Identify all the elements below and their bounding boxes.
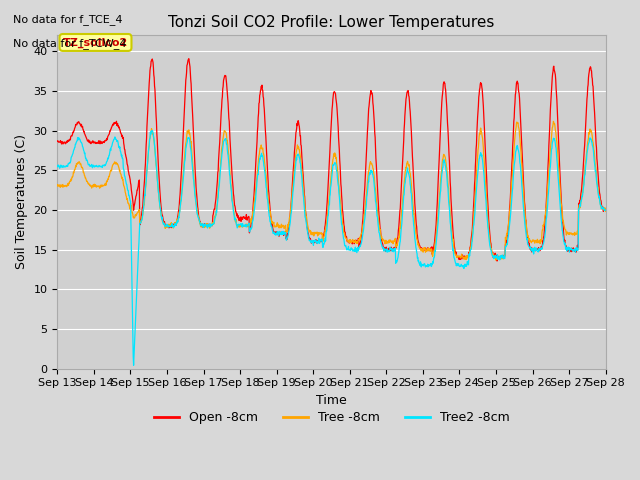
X-axis label: Time: Time bbox=[316, 394, 347, 407]
Title: Tonzi Soil CO2 Profile: Lower Temperatures: Tonzi Soil CO2 Profile: Lower Temperatur… bbox=[168, 15, 495, 30]
Text: No data for f_TCW_4: No data for f_TCW_4 bbox=[13, 38, 126, 49]
Y-axis label: Soil Temperatures (C): Soil Temperatures (C) bbox=[15, 134, 28, 269]
Text: TZ_soilco2: TZ_soilco2 bbox=[63, 37, 128, 48]
Text: No data for f_TCE_4: No data for f_TCE_4 bbox=[13, 14, 122, 25]
Legend: Open -8cm, Tree -8cm, Tree2 -8cm: Open -8cm, Tree -8cm, Tree2 -8cm bbox=[148, 406, 515, 429]
